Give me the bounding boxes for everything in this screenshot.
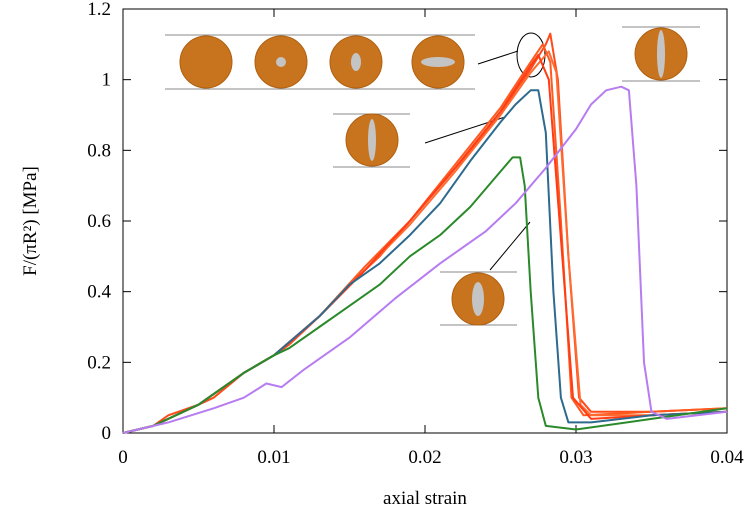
y-tick-label: 0.8	[87, 140, 111, 161]
y-axis-label: F/(πR²) [MPa]	[20, 166, 41, 276]
pointer	[477, 50, 519, 65]
inset-disk	[179, 35, 233, 89]
pointer	[489, 221, 531, 271]
inset-crack	[421, 57, 455, 67]
series-line	[122, 156, 728, 434]
inset-crack	[276, 57, 286, 67]
series-line	[122, 32, 728, 434]
y-tick-label: 0.6	[87, 211, 111, 232]
y-tick-label: 0	[102, 423, 112, 444]
x-tick-label: 0.02	[408, 447, 441, 468]
x-tick-label: 0.03	[559, 447, 592, 468]
inset-crack	[351, 53, 361, 71]
insets	[165, 26, 700, 326]
series-line	[122, 89, 728, 434]
x-tick-label: 0.01	[257, 447, 290, 468]
y-tick-label: 0.2	[87, 352, 111, 373]
series-line	[122, 53, 728, 434]
series-line	[122, 50, 728, 434]
inset-crack	[472, 282, 484, 316]
x-tick-label: 0	[118, 447, 128, 468]
y-tick-label: 1.2	[87, 0, 111, 20]
x-tick-label: 0.04	[710, 447, 744, 468]
series-line	[122, 43, 728, 434]
y-tick-label: 1	[102, 70, 112, 91]
y-tick-label: 0.4	[87, 282, 111, 303]
series-line	[122, 85, 728, 434]
inset-crack	[368, 119, 376, 161]
x-axis-label: axial strain	[383, 488, 467, 509]
inset-crack	[657, 30, 665, 78]
